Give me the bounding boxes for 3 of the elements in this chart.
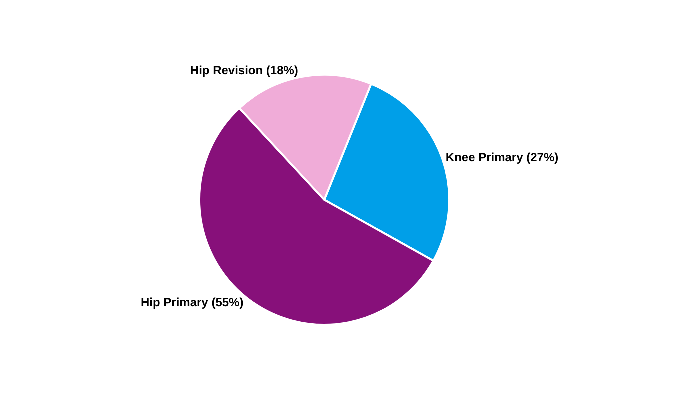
slice-label: Hip Primary (55%) [140, 296, 244, 310]
slice-label: Hip Revision (18%) [190, 63, 298, 78]
slice-label: Knee Primary (27%) [446, 150, 559, 165]
